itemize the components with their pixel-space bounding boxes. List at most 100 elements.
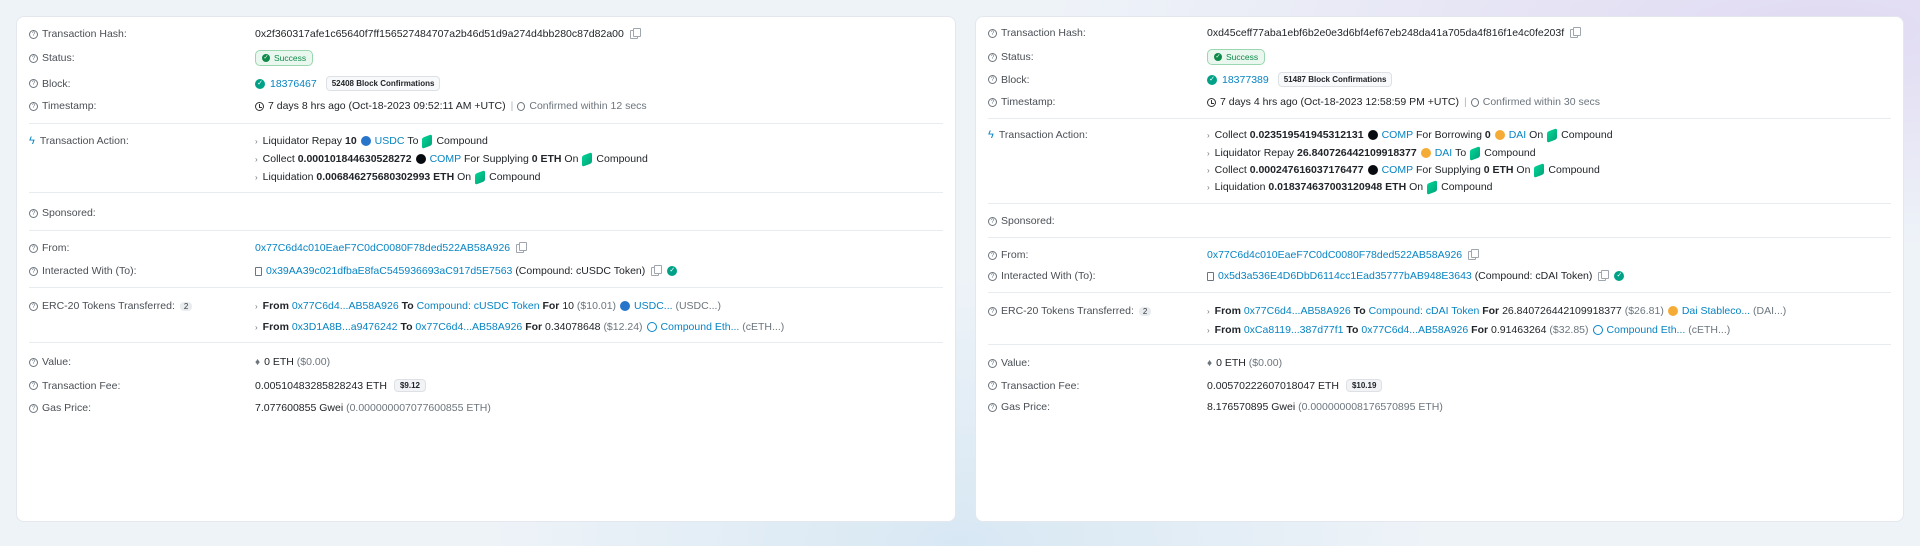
transfer-from-link[interactable]: 0x3D1A8B...a9476242 xyxy=(291,321,398,333)
compound-logo-icon xyxy=(1470,145,1481,161)
token-link[interactable]: DAI xyxy=(1434,147,1453,159)
block-row: ? Block: ✓ 18377389 51487 Block Confirmatio… xyxy=(988,72,1891,87)
help-icon[interactable]: ? xyxy=(988,75,997,84)
caret-right-icon: › xyxy=(1207,182,1210,192)
copy-icon[interactable] xyxy=(1468,248,1480,260)
block-number-link[interactable]: 18376467 xyxy=(270,77,317,90)
divider xyxy=(29,192,943,193)
help-icon[interactable]: ? xyxy=(988,97,997,107)
verified-check-icon: ✓ xyxy=(667,266,678,276)
ethereum-icon: ♦ xyxy=(255,356,261,368)
interacted-row: ? Interacted With (To): 0x39AA39c021dfbaE… xyxy=(29,264,943,277)
block-number-link[interactable]: 18377389 xyxy=(1222,73,1269,86)
sponsored-row: ? Sponsored: xyxy=(988,215,1891,227)
clock-icon xyxy=(1207,97,1216,107)
caret-right-icon: › xyxy=(1207,130,1210,140)
help-icon[interactable]: ? xyxy=(29,101,38,111)
token-link[interactable]: USDC... xyxy=(634,300,673,312)
contract-icon xyxy=(255,266,262,276)
from-row: ? From: 0x77C6d4c010EaeF7C0dC0080F78ded52… xyxy=(988,248,1891,261)
help-icon[interactable]: ? xyxy=(29,29,38,39)
tx-action-row: ϟ Transaction Action: › Liquidator Repay 1… xyxy=(29,133,488,149)
help-icon[interactable]: ? xyxy=(988,306,997,316)
dai-token-icon xyxy=(1420,148,1431,158)
help-icon[interactable]: ? xyxy=(988,250,997,260)
tx-hash-value[interactable]: 0x2f360317afe1c65640f7ff156527484707a2b4… xyxy=(255,28,624,40)
compound-logo-icon xyxy=(1547,127,1558,143)
help-icon[interactable]: ? xyxy=(29,301,38,311)
help-icon[interactable]: ? xyxy=(29,53,38,63)
help-icon[interactable]: ? xyxy=(988,216,997,226)
help-icon[interactable]: ? xyxy=(988,271,997,281)
transfer-to-link[interactable]: 0x77C6d4...AB58A926 xyxy=(415,321,523,333)
lightning-icon: ϟ xyxy=(29,135,35,147)
tx-hash-row: ? Transaction Hash: 0x2f360317afe1c65640f… xyxy=(29,27,943,40)
dai-token-icon xyxy=(1667,306,1678,316)
sponsored-row: ? Sponsored: xyxy=(29,207,943,219)
caret-right-icon: › xyxy=(255,136,258,146)
from-row: ? From: 0x77C6d4c010EaeF7C0dC0080F78ded52… xyxy=(29,241,943,254)
from-address-link[interactable]: 0x77C6d4c010EaeF7C0dC0080F78ded522AB58A9… xyxy=(255,242,511,254)
usdc-token-icon xyxy=(620,301,631,311)
copy-icon[interactable] xyxy=(629,27,641,39)
divider xyxy=(29,123,943,124)
contract-address-link[interactable]: 0x5d3a536E4D6DbD6114cc1Ead35777bAB948E36… xyxy=(1218,270,1472,282)
help-icon[interactable]: ? xyxy=(988,28,997,38)
transfer-to-link[interactable]: Compound: cUSDC Token xyxy=(416,300,540,312)
help-icon[interactable]: ? xyxy=(988,52,997,62)
tx-hash-row: ? Transaction Hash: 0xd45ceff77aba1ebf6b2… xyxy=(988,26,1891,39)
token-link[interactable]: USDC xyxy=(374,135,405,147)
transaction-details-card-left: ? Transaction Hash: 0x2f360317afe1c65640f… xyxy=(16,16,956,522)
copy-icon[interactable] xyxy=(1598,269,1610,281)
timestamp-value: 7 days 4 hrs ago (Oct-18-2023 12:58:59 P… xyxy=(1220,96,1459,108)
token-link[interactable]: Dai Stableco... xyxy=(1681,305,1751,317)
help-icon[interactable]: ? xyxy=(988,358,997,368)
compound-logo-icon xyxy=(1427,179,1438,195)
fee-usd-badge: $10.19 xyxy=(1345,379,1383,392)
help-icon[interactable]: ? xyxy=(29,266,38,276)
help-icon[interactable]: ? xyxy=(29,208,38,218)
help-icon[interactable]: ? xyxy=(29,79,38,88)
timestamp-row: ? Timestamp: 7 days 4 hrs ago (Oct-18-202… xyxy=(988,96,1891,108)
transfer-to-link[interactable]: Compound: cDAI Token xyxy=(1368,305,1480,317)
transfer-from-link[interactable]: 0x77C6d4...AB58A926 xyxy=(291,300,399,312)
token-link[interactable]: COMP xyxy=(1381,129,1414,141)
tx-action-row: ϟ Transaction Action: › Collect 0.02351954… xyxy=(988,127,1613,143)
compound-logo-icon xyxy=(1534,162,1545,178)
contract-icon xyxy=(1207,271,1214,281)
dai-token-icon xyxy=(1494,130,1505,140)
token-link[interactable]: DAI xyxy=(1508,129,1527,141)
gas-price-row: ? Gas Price: 7.077600855 Gwei (0.00000000… xyxy=(29,402,943,414)
tx-hash-value[interactable]: 0xd45ceff77aba1ebf6b2e0e3d6bf4ef67eb248d… xyxy=(1207,27,1565,39)
help-icon[interactable]: ? xyxy=(29,243,38,253)
token-link[interactable]: Compound Eth... xyxy=(660,321,740,333)
transaction-details-card-right: ? Transaction Hash: 0xd45ceff77aba1ebf6b2… xyxy=(975,16,1904,522)
ethereum-icon: ♦ xyxy=(1207,357,1213,369)
divider xyxy=(29,230,943,231)
transfer-to-link[interactable]: 0x77C6d4...AB58A926 xyxy=(1361,324,1469,336)
tx-action-row-2: › Liquidator Repay 26.840726442109918377 D… xyxy=(1207,145,1536,161)
from-address-link[interactable]: 0x77C6d4c010EaeF7C0dC0080F78ded522AB58A9… xyxy=(1207,249,1463,261)
check-circle-icon: ✓ xyxy=(1214,53,1222,61)
token-link[interactable]: Compound Eth... xyxy=(1606,324,1686,336)
compound-logo-icon xyxy=(475,169,486,185)
lightning-icon: ϟ xyxy=(988,129,994,141)
help-icon[interactable]: ? xyxy=(29,381,38,390)
ceth-token-icon xyxy=(646,322,657,332)
transfer-from-link[interactable]: 0xCa8119...387d77f1 xyxy=(1243,324,1344,336)
help-icon[interactable]: ? xyxy=(29,403,38,413)
transfer-from-link[interactable]: 0x77C6d4...AB58A926 xyxy=(1243,305,1351,317)
help-icon[interactable]: ? xyxy=(988,381,997,390)
copy-icon[interactable] xyxy=(516,241,528,253)
token-link[interactable]: COMP xyxy=(429,153,462,165)
erc20-row-2: › From 0x3D1A8B...a9476242 To 0x77C6d4...… xyxy=(255,321,785,333)
token-link[interactable]: COMP xyxy=(1381,164,1414,176)
caret-right-icon: › xyxy=(1207,148,1210,158)
copy-icon[interactable] xyxy=(1570,26,1582,38)
comp-token-icon xyxy=(1367,165,1378,175)
help-icon[interactable]: ? xyxy=(29,357,38,367)
copy-icon[interactable] xyxy=(651,264,663,276)
help-icon[interactable]: ? xyxy=(988,402,997,412)
contract-address-link[interactable]: 0x39AA39c021dfbaE8faC545936693aC917d5E75… xyxy=(266,265,513,277)
usdc-token-icon xyxy=(360,136,371,146)
